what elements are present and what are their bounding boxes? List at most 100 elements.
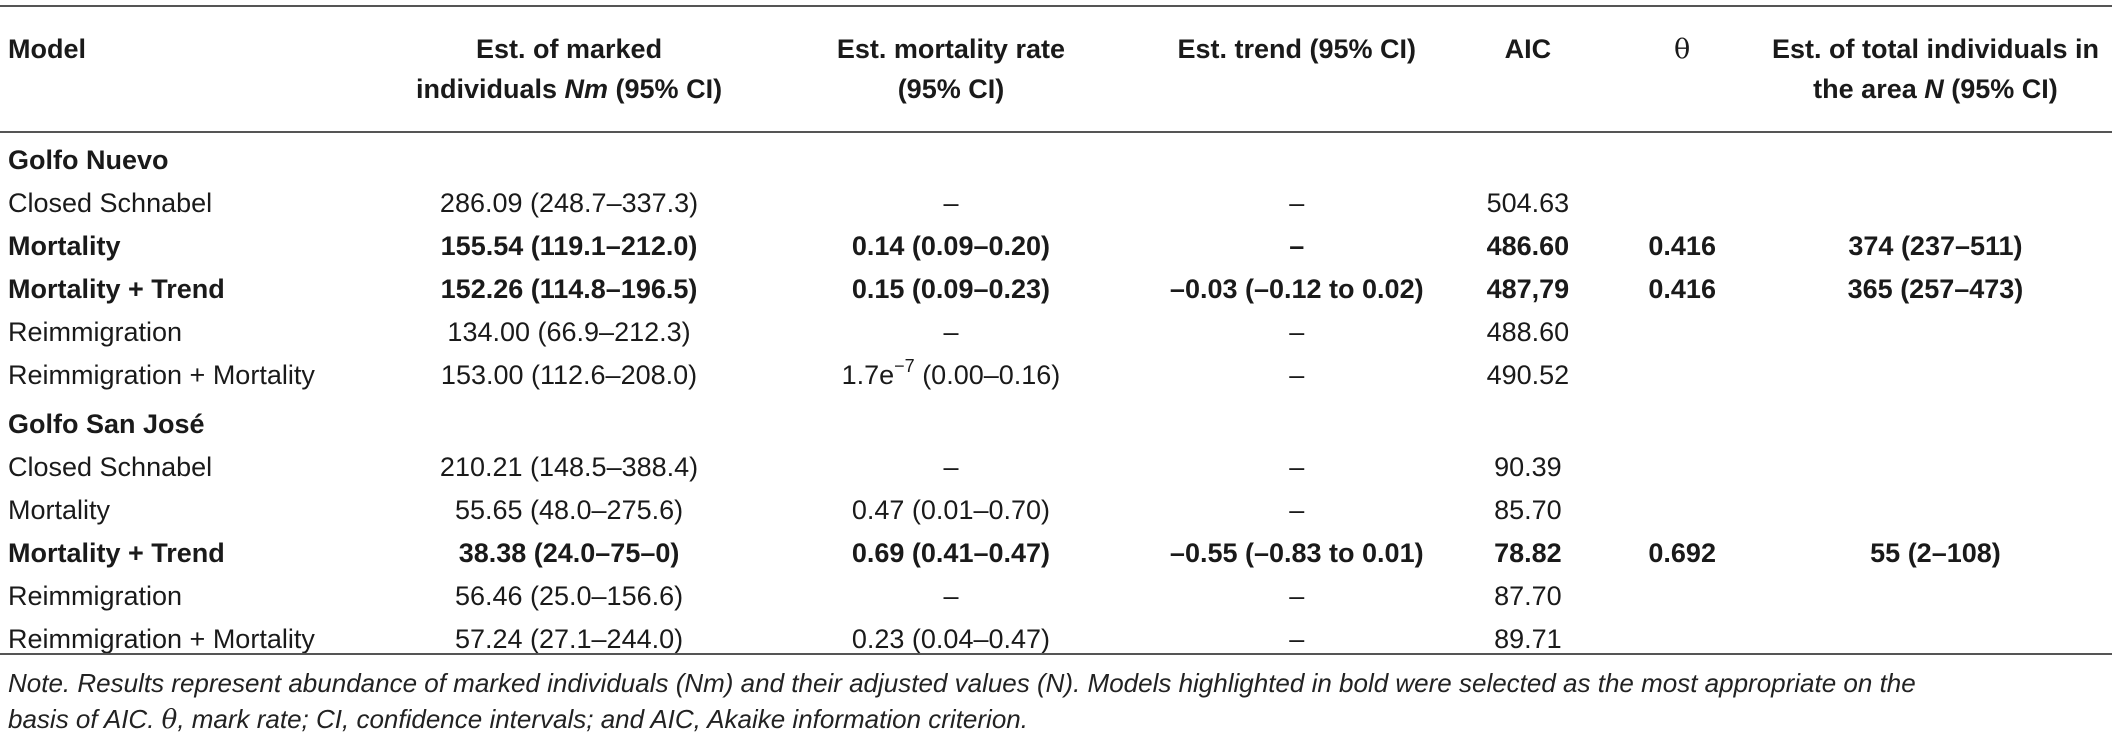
cell-total	[1759, 182, 2112, 225]
table-row: Mortality + Trend 152.26 (114.8–196.5) 0…	[0, 268, 2112, 311]
table-row: Closed Schnabel 210.21 (148.5–388.4) – –…	[0, 446, 2112, 489]
cell-theta: 0.416	[1648, 231, 1716, 261]
cell-trend: –	[1289, 188, 1305, 218]
header-trend-text: Est. trend (95% CI)	[1177, 34, 1417, 64]
cell-trend: –	[1289, 624, 1305, 654]
cell-trend: –	[1289, 317, 1305, 347]
cell-aic: 90.39	[1494, 452, 1562, 482]
cell-aic: 78.82	[1494, 538, 1562, 568]
cell-total	[1759, 354, 2112, 397]
cell-aic: 486.60	[1486, 231, 1570, 261]
cell-mortality: 0.23 (0.04–0.47)	[851, 624, 1051, 654]
cell-model: Closed Schnabel	[8, 188, 213, 218]
cell-nm: 57.24 (27.1–244.0)	[454, 624, 684, 654]
cell-aic: 488.60	[1486, 317, 1570, 347]
cell-mortality: –	[943, 452, 959, 482]
group-label: Golfo San José	[8, 409, 205, 439]
note-theta-symbol: θ	[161, 705, 178, 735]
cell-trend: –0.03 (–0.12 to 0.02)	[1169, 274, 1424, 304]
cell-trend: –	[1289, 495, 1305, 525]
header-total-symbol: N	[1924, 74, 1944, 104]
header-total: Est. of total individuals in the area N …	[1759, 6, 2112, 132]
cell-mortality: –	[943, 188, 959, 218]
header-mortality-line2: (95% CI)	[897, 74, 1005, 104]
cell-theta	[1605, 575, 1759, 618]
mortality-ci: (0.00–0.16)	[914, 360, 1061, 390]
cell-mortality: 0.14 (0.09–0.20)	[851, 231, 1051, 261]
header-total-line2a: the area	[1813, 74, 1925, 104]
cell-nm: 38.38 (24.0–75–0)	[458, 538, 680, 568]
header-theta: θ	[1605, 6, 1759, 132]
cell-aic: 487,79	[1486, 274, 1570, 304]
cell-nm: 56.46 (25.0–156.6)	[454, 581, 684, 611]
cell-aic: 85.70	[1494, 495, 1562, 525]
table-row: Reimmigration + Mortality 57.24 (27.1–24…	[0, 618, 2112, 661]
table-row: Mortality 55.65 (48.0–275.6) 0.47 (0.01–…	[0, 489, 2112, 532]
cell-total	[1759, 575, 2112, 618]
cell-trend: –	[1289, 360, 1305, 390]
table-row: Mortality 155.54 (119.1–212.0) 0.14 (0.0…	[0, 225, 2112, 268]
cell-total	[1759, 311, 2112, 354]
note-line-2a: basis of AIC.	[8, 704, 162, 734]
cell-nm: 286.09 (248.7–337.3)	[439, 188, 699, 218]
note-line-2: basis of AIC. θ, mark rate; CI, confiden…	[8, 701, 2108, 738]
table-row: Reimmigration + Mortality 153.00 (112.6–…	[0, 354, 2112, 397]
cell-model: Closed Schnabel	[8, 452, 213, 482]
cell-mortality: 0.69 (0.41–0.47)	[851, 538, 1051, 568]
cell-theta	[1605, 446, 1759, 489]
cell-nm: 55.65 (48.0–275.6)	[454, 495, 684, 525]
cell-model: Reimmigration	[8, 317, 183, 347]
cell-mortality: –	[943, 581, 959, 611]
note-line-2b: , mark rate; CI, confidence intervals; a…	[177, 704, 1028, 734]
cell-nm: 134.00 (66.9–212.3)	[447, 317, 691, 347]
cell-total	[1759, 489, 2112, 532]
header-nm-line1: Est. of marked	[476, 34, 663, 64]
cell-total: 55 (2–108)	[1870, 538, 2001, 568]
note-line-1: Note. Results represent abundance of mar…	[8, 668, 1916, 698]
header-trend: Est. trend (95% CI)	[1143, 6, 1450, 132]
cell-model: Reimmigration + Mortality	[8, 624, 315, 654]
header-model: Model	[0, 6, 379, 132]
cell-mortality: –	[943, 317, 959, 347]
cell-model: Mortality	[8, 495, 111, 525]
table-note: Note. Results represent abundance of mar…	[8, 665, 2108, 738]
cell-total: 365 (257–473)	[1847, 274, 2024, 304]
cell-total	[1759, 446, 2112, 489]
cell-nm: 210.21 (148.5–388.4)	[439, 452, 699, 482]
results-table: Model Est. of marked individuals Nm (95%…	[0, 5, 2112, 661]
cell-theta	[1605, 182, 1759, 225]
header-aic-text: AIC	[1504, 34, 1552, 64]
cell-aic: 87.70	[1494, 581, 1562, 611]
header-nm: Est. of marked individuals Nm (95% CI)	[379, 6, 758, 132]
cell-nm: 153.00 (112.6–208.0)	[440, 360, 698, 390]
header-row: Model Est. of marked individuals Nm (95%…	[0, 6, 2112, 132]
cell-trend: –	[1289, 231, 1305, 261]
cell-trend: –	[1289, 452, 1305, 482]
table-row: Reimmigration 134.00 (66.9–212.3) – – 48…	[0, 311, 2112, 354]
cell-aic: 504.63	[1486, 188, 1570, 218]
header-nm-line2c: (95% CI)	[608, 74, 723, 104]
mortality-exponent: −7	[894, 356, 915, 376]
cell-theta	[1605, 489, 1759, 532]
cell-trend: –	[1289, 581, 1305, 611]
group-row-golfo-nuevo: Golfo Nuevo	[0, 132, 2112, 182]
group-label: Golfo Nuevo	[8, 145, 169, 175]
cell-theta	[1605, 354, 1759, 397]
cell-theta: 0.692	[1648, 538, 1716, 568]
header-theta-text: θ	[1674, 34, 1691, 65]
table-header: Model Est. of marked individuals Nm (95%…	[0, 6, 2112, 132]
cell-mortality: 0.47 (0.01–0.70)	[851, 495, 1051, 525]
table-row: Reimmigration 56.46 (25.0–156.6) – – 87.…	[0, 575, 2112, 618]
cell-model: Reimmigration + Mortality	[8, 360, 315, 390]
cell-total: 374 (237–511)	[1848, 231, 2023, 261]
cell-nm: 155.54 (119.1–212.0)	[440, 231, 698, 261]
header-model-text: Model	[8, 34, 86, 64]
cell-model: Reimmigration	[8, 581, 183, 611]
table-row: Closed Schnabel 286.09 (248.7–337.3) – –…	[0, 182, 2112, 225]
header-total-line1: Est. of total individuals in	[1771, 34, 2099, 64]
cell-theta	[1605, 311, 1759, 354]
cell-model: Mortality + Trend	[8, 274, 225, 304]
cell-mortality: 0.15 (0.09–0.23)	[851, 274, 1051, 304]
header-mortality-line1: Est. mortality rate	[836, 34, 1065, 64]
